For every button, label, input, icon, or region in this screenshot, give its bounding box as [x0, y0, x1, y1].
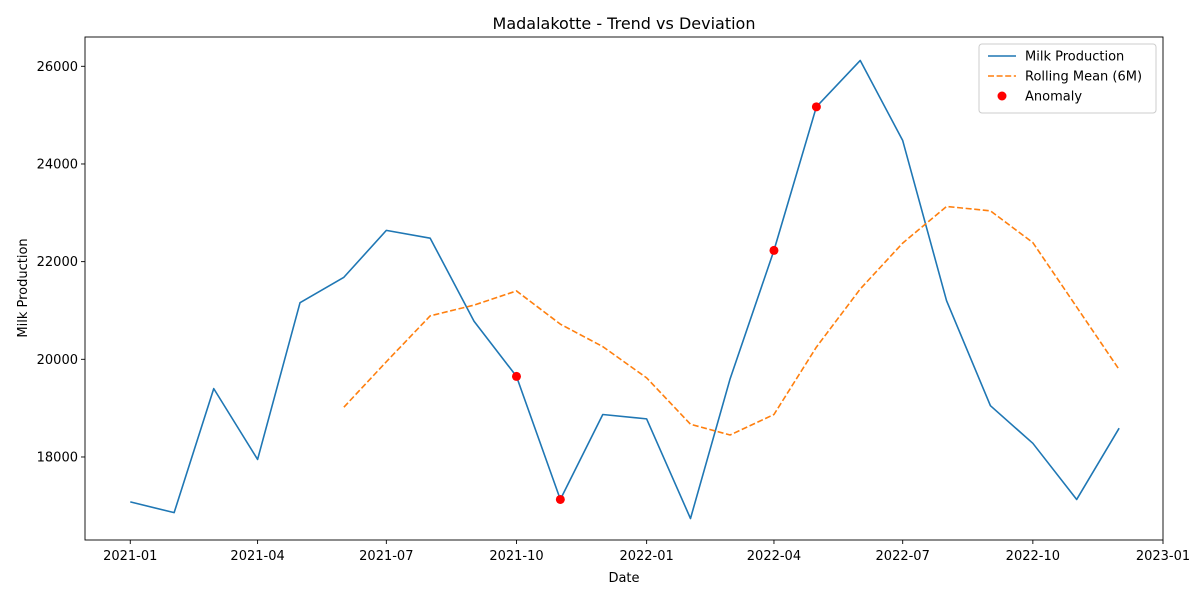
anomaly-point — [511, 371, 521, 381]
anomaly-point — [555, 494, 565, 504]
x-tick-label: 2023-01 — [1136, 549, 1190, 564]
x-tick-label: 2022-01 — [619, 549, 673, 564]
y-tick-label: 22000 — [37, 255, 78, 270]
legend-label-anomaly: Anomaly — [1025, 90, 1082, 105]
series-line-milk-production — [130, 59, 1120, 520]
legend-box — [978, 43, 1157, 114]
chart-title: Madalakotte - Trend vs Deviation — [493, 14, 756, 33]
x-axis-label: Date — [608, 571, 639, 586]
legend-swatch-anomaly — [997, 91, 1007, 101]
y-tick-label: 20000 — [37, 353, 78, 368]
legend-label-rolling-mean: Rolling Mean (6M) — [1025, 70, 1142, 85]
x-tick-label: 2021-04 — [230, 549, 284, 564]
x-tick-label: 2022-07 — [876, 549, 930, 564]
series-line-rolling-mean — [343, 205, 1120, 436]
y-tick-label: 18000 — [37, 450, 78, 465]
plot-area — [130, 59, 1120, 520]
y-axis-label: Milk Production — [16, 238, 31, 337]
y-tick-label: 24000 — [37, 157, 78, 172]
x-tick-label: 2022-04 — [747, 549, 801, 564]
axes-frame — [84, 36, 1164, 541]
anomaly-point — [811, 102, 821, 112]
anomaly-point — [769, 245, 779, 255]
y-tick-label: 26000 — [37, 60, 78, 75]
x-tick-label: 2021-07 — [359, 549, 413, 564]
legend: Milk Production Rolling Mean (6M) Anomaly — [978, 43, 1157, 114]
x-tick-label: 2021-10 — [489, 549, 543, 564]
x-tick-label: 2021-01 — [103, 549, 157, 564]
x-tick-label: 2022-10 — [1006, 549, 1060, 564]
legend-label-milk-production: Milk Production — [1025, 50, 1124, 65]
